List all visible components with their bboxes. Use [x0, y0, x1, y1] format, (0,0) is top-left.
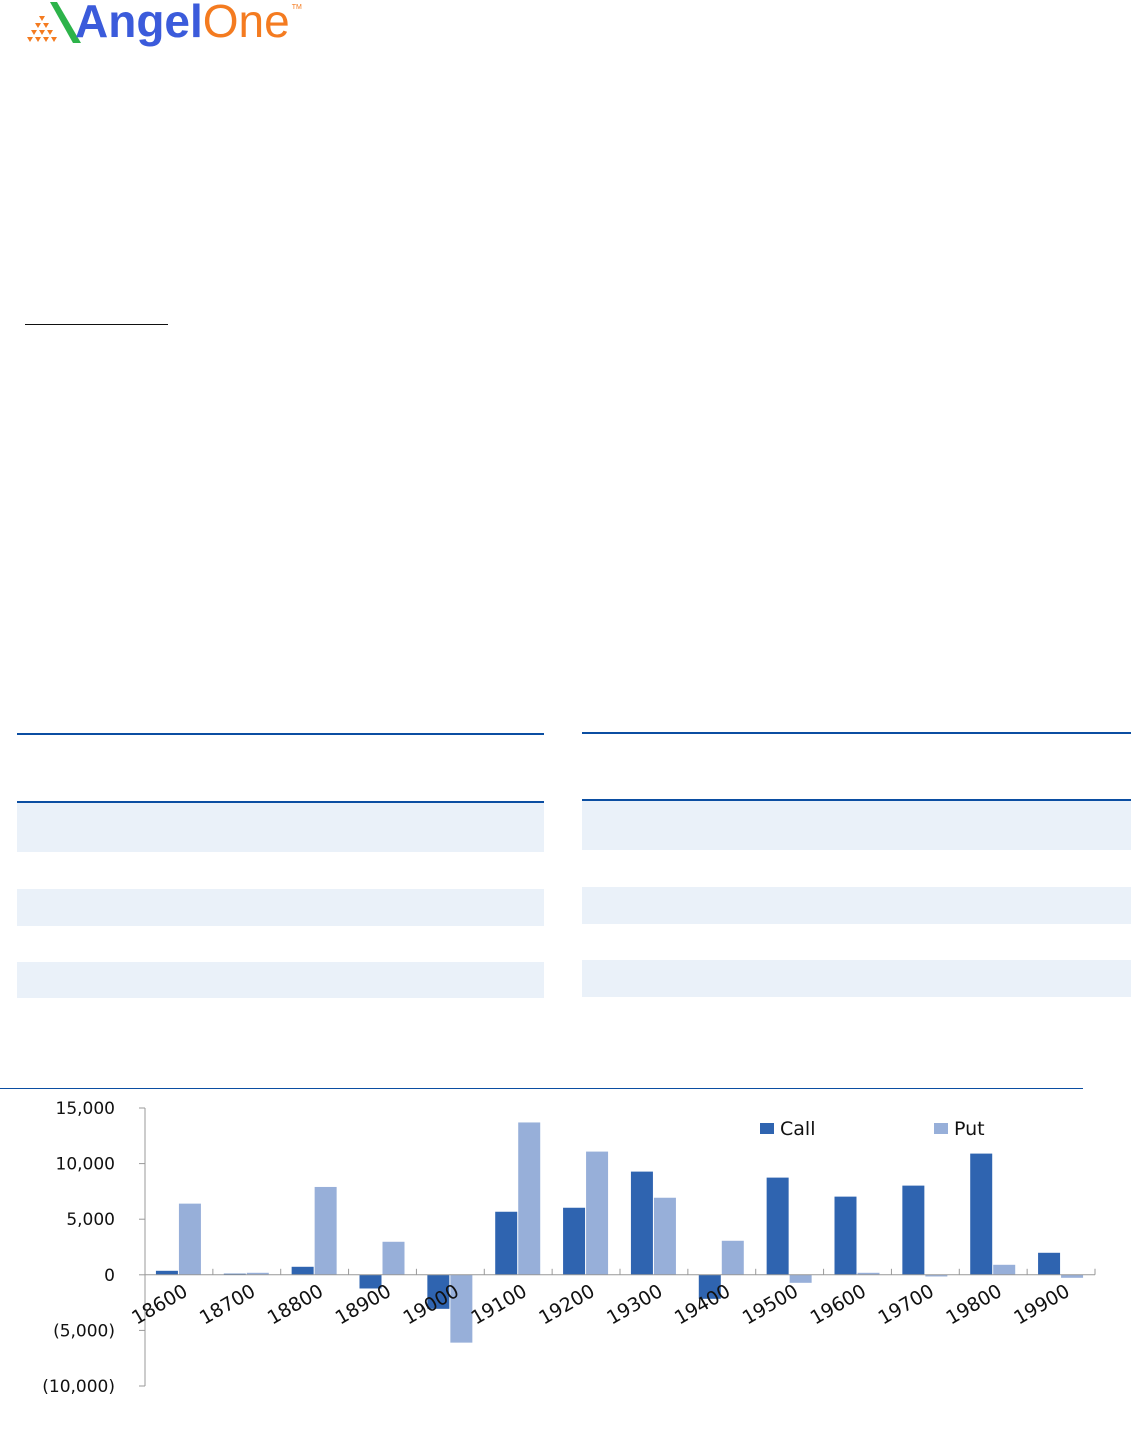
y-tick-label: 15,000: [56, 1099, 115, 1119]
bar-put-19600: [857, 1272, 880, 1275]
table-row: [582, 960, 1131, 997]
logo-wordmark: Angel One TM: [75, 0, 302, 44]
y-tick-label: (5,000): [53, 1321, 115, 1341]
bar-put-18700: [246, 1272, 269, 1275]
x-tick-label: 19600: [807, 1280, 870, 1329]
table-header-rule: [17, 801, 544, 803]
bar-put-18800: [314, 1186, 337, 1275]
logo-text-one: One: [202, 0, 290, 47]
bar-put-19900: [1061, 1274, 1084, 1278]
bar-call-19200: [563, 1207, 586, 1275]
bar-call-19700: [902, 1185, 925, 1275]
x-tick-label: 19500: [739, 1280, 802, 1329]
bar-put-19500: [789, 1274, 812, 1283]
logo-trademark: TM: [291, 4, 302, 11]
bar-put-19300: [653, 1197, 676, 1275]
bar-put-19400: [721, 1240, 744, 1275]
legend-swatch-call: [760, 1123, 774, 1134]
table-header-rule: [582, 799, 1131, 801]
table-top-rule: [582, 732, 1131, 734]
bar-call-19900: [1038, 1252, 1061, 1275]
bar-put-19100: [518, 1122, 541, 1275]
bar-call-18600: [155, 1270, 178, 1275]
bar-put-19700: [925, 1274, 948, 1277]
table-row: [582, 801, 1131, 850]
legend-label-call: Call: [780, 1118, 815, 1140]
x-tick-label: 19300: [603, 1280, 666, 1329]
bar-call-19600: [834, 1196, 857, 1275]
chart-top-rule: [0, 1088, 1083, 1089]
x-tick-label: 19200: [535, 1280, 598, 1329]
bar-call-18700: [223, 1273, 246, 1275]
bar-call-18800: [291, 1266, 314, 1275]
bar-put-18900: [382, 1241, 405, 1275]
bar-call-19000: [427, 1274, 450, 1309]
x-tick-label: 19100: [467, 1280, 530, 1329]
table-row: [582, 887, 1131, 924]
bar-call-18900: [359, 1274, 382, 1289]
x-tick-label: 18800: [264, 1280, 327, 1329]
legend-swatch-put: [934, 1123, 948, 1134]
bar-put-19200: [586, 1151, 609, 1275]
x-tick-label: 19800: [942, 1280, 1005, 1329]
bar-call-19100: [495, 1211, 518, 1275]
bar-call-19300: [630, 1171, 653, 1275]
x-tick-label: 19900: [1010, 1280, 1073, 1329]
y-tick-label: 10,000: [56, 1155, 115, 1175]
bar-put-19000: [450, 1274, 473, 1343]
y-tick-label: (10,000): [42, 1377, 115, 1397]
table-row: [17, 962, 544, 998]
y-tick-label: 5,000: [66, 1210, 115, 1230]
legend-label-put: Put: [954, 1118, 985, 1140]
bar-call-19500: [766, 1177, 789, 1275]
x-tick-label: 18600: [128, 1280, 191, 1329]
logo: Angel One TM: [15, 0, 355, 60]
x-tick-label: 18700: [196, 1280, 259, 1329]
y-tick-label: 0: [104, 1266, 115, 1286]
x-tick-label: 19700: [875, 1280, 938, 1329]
bar-call-19800: [970, 1153, 993, 1275]
table-row: [17, 889, 544, 926]
bar-put-18600: [178, 1203, 201, 1275]
section-underline: [25, 324, 168, 325]
logo-text-angel: Angel: [75, 0, 203, 47]
table-row: [17, 803, 544, 852]
table-top-rule: [17, 733, 544, 735]
bar-put-19800: [993, 1264, 1016, 1275]
bar-call-19400: [698, 1274, 721, 1299]
